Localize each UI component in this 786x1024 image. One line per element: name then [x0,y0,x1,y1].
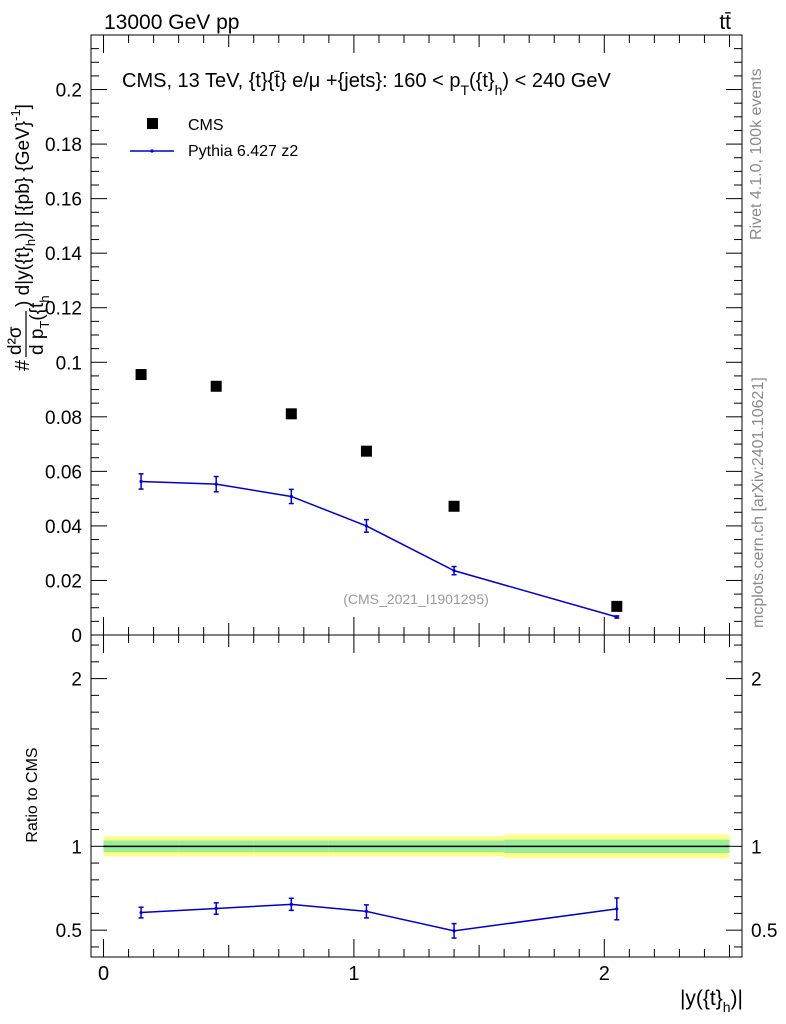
pythia-error-bars [138,473,620,619]
header-process-label: tt̄ [719,11,731,34]
pythia-point [615,615,619,619]
ratio-y-axis: 0.5 0.5 1 1 2 2 [56,644,777,948]
main-y-tick-label: 0 [71,626,82,647]
ylabel-hash: # [12,359,34,371]
ratio-y-tick-label-right: 2 [751,670,762,691]
legend-cms-marker [147,118,158,129]
title-paren: ({t} [469,70,495,92]
legend: CMS Pythia 6.427 z2 [130,117,298,160]
xlabel-post: )| [731,987,743,1010]
rivet-version-label: Rivet 4.1.0, 100k events [748,68,765,240]
ratio-frame [90,634,743,958]
main-title: CMS, 13 TeV, {t}{t̄} e/μ +{jets}: 160 < … [122,70,611,98]
ratio-pythia-curve [141,903,617,932]
cms-data-point [360,445,372,457]
ratio-x-tick-label: 1 [348,963,359,985]
ratio-pythia-error-bars [138,897,620,939]
ylabel-den-sub2: h [37,295,52,302]
main-y-tick-label: 0.06 [45,462,82,483]
pythia-point [452,569,456,573]
pythia-curve [141,480,618,618]
ylabel-tail-end: ] [13,104,34,109]
title-p: p [449,70,460,92]
ylabel-tail-sub: h [23,239,38,246]
ratio-point [139,910,143,915]
ratio-point [452,929,456,933]
ratio-y-tick-label-right: 1 [751,837,762,858]
title-sub-t: T [460,82,469,98]
ratio-y-tick-label-right: 0.5 [751,921,777,942]
mcplots-label: mcplots.cern.ch [arXiv:2401.10621] [750,377,767,628]
ratio-y-axis-label: Ratio to CMS [24,747,41,842]
ratio-x-tick-label: 0 [98,963,109,985]
svg-text:d²σ: d²σ [5,326,26,355]
ratio-x-tick-label: 2 [599,963,610,985]
xlabel-sub: h [723,999,731,1015]
ratio-point [615,907,619,911]
ratio-y-tick-label: 1 [71,837,82,858]
main-watermark: (CMS_2021_I1901295) [343,591,489,607]
main-y-tick-label: 0.18 [45,135,82,156]
cms-data-point [210,380,222,392]
ratio-y-tick-label: 2 [71,670,82,691]
xlabel-pre: |y({t} [680,987,723,1010]
ratio-plot-panel: 0.5 0.5 1 1 2 2 0 1 2 Ratio to CMS |y({t}h)| [24,634,777,1015]
ylabel-den-rest: ({t [27,302,48,321]
svg-text:#: # [12,359,34,371]
cms-data-point [285,408,297,420]
svg-text:) d|y({t}h)|} [{pb} {GeV}-1]: ) d|y({t}h)|} [{pb} {GeV}-1] [8,104,38,307]
ylabel-denominator: d p [27,329,48,355]
main-y-tick-label: 0.12 [45,299,82,320]
cms-data-point [135,369,147,381]
main-y-tick-label: 0.02 [45,571,82,592]
pythia-point [364,524,369,528]
ratio-x-axis-label: |y({t}h)| [680,987,743,1015]
ylabel-tail: ) d|y({t} [13,246,34,307]
cms-data-point [611,600,623,612]
cms-data-points [135,369,623,612]
ratio-x-axis: 0 1 2 [98,635,730,985]
ratio-point [364,909,369,913]
main-y-tick-label: 0.14 [45,244,82,265]
cms-data-point [448,500,460,512]
legend-pythia-dot [150,149,154,153]
legend-pythia-label: Pythia 6.427 z2 [188,143,298,160]
pythia-point [139,479,143,484]
main-y-axis-label: # d²σ d pT({th ) d|y({t}h)|} [{pb} {GeV}… [5,104,52,371]
pythia-point [214,482,218,486]
main-x-axis-ticks [103,35,730,635]
ratio-y-tick-label: 0.5 [56,921,82,942]
ylabel-den-sub: T [37,321,52,329]
title-suffix: ) < 240 GeV [502,70,611,92]
ratio-point [289,902,293,906]
ylabel-tail-sup: -1 [8,109,23,121]
main-y-tick-label: 0.1 [56,353,82,374]
main-y-tick-label: 0.08 [45,408,82,429]
pythia-point [289,494,293,499]
main-y-tick-label: 0.2 [56,81,82,102]
main-plot-panel: 00.020.040.060.080.10.120.140.160.180.2 … [5,34,743,647]
ylabel-tail-rest: )|} [{pb} {GeV} [13,121,34,239]
title-prefix: CMS, 13 TeV, {t}{t̄} e/μ +{jets}: 160 < [122,70,449,92]
svg-text:d pT({th: d pT({th [27,295,52,355]
header-energy-label: 13000 GeV pp [104,11,239,34]
main-y-axis: 0 0.02 0.04 0.06 0.08 0.1 0.12 0.14 0.16 0.18 0.2 [45,34,742,647]
title-sub-h: h [495,82,503,98]
main-y-tick-label: 0.04 [45,517,82,538]
ratio-point [214,906,218,911]
legend-cms-label: CMS [188,117,224,134]
ylabel-numerator: d²σ [5,326,26,355]
main-y-tick-label: 0.16 [45,190,82,211]
